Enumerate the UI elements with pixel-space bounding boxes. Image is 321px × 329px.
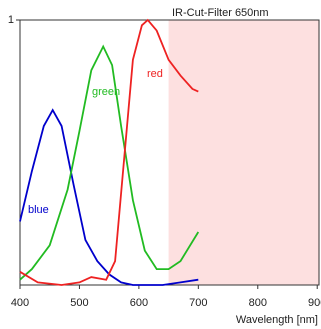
annotation: IR-Cut-Filter 650nm <box>172 7 269 19</box>
x-axis-label: Wavelength [nm] <box>236 314 318 326</box>
x-tick-label: 600 <box>130 297 148 309</box>
series-label: red <box>147 68 163 80</box>
x-tick-label: 400 <box>11 297 29 309</box>
series-line <box>19 18 199 286</box>
x-tick-label: 900 <box>308 297 321 309</box>
series-label: green <box>92 86 120 98</box>
x-tick-label: 500 <box>70 297 88 309</box>
series-line <box>19 44 200 281</box>
x-tick-label: 700 <box>189 297 207 309</box>
x-tick-label: 800 <box>249 297 267 309</box>
series-label: blue <box>28 204 49 216</box>
y-tick-label: 1 <box>8 14 14 26</box>
series-line <box>19 108 199 286</box>
plot-frame <box>19 19 320 286</box>
